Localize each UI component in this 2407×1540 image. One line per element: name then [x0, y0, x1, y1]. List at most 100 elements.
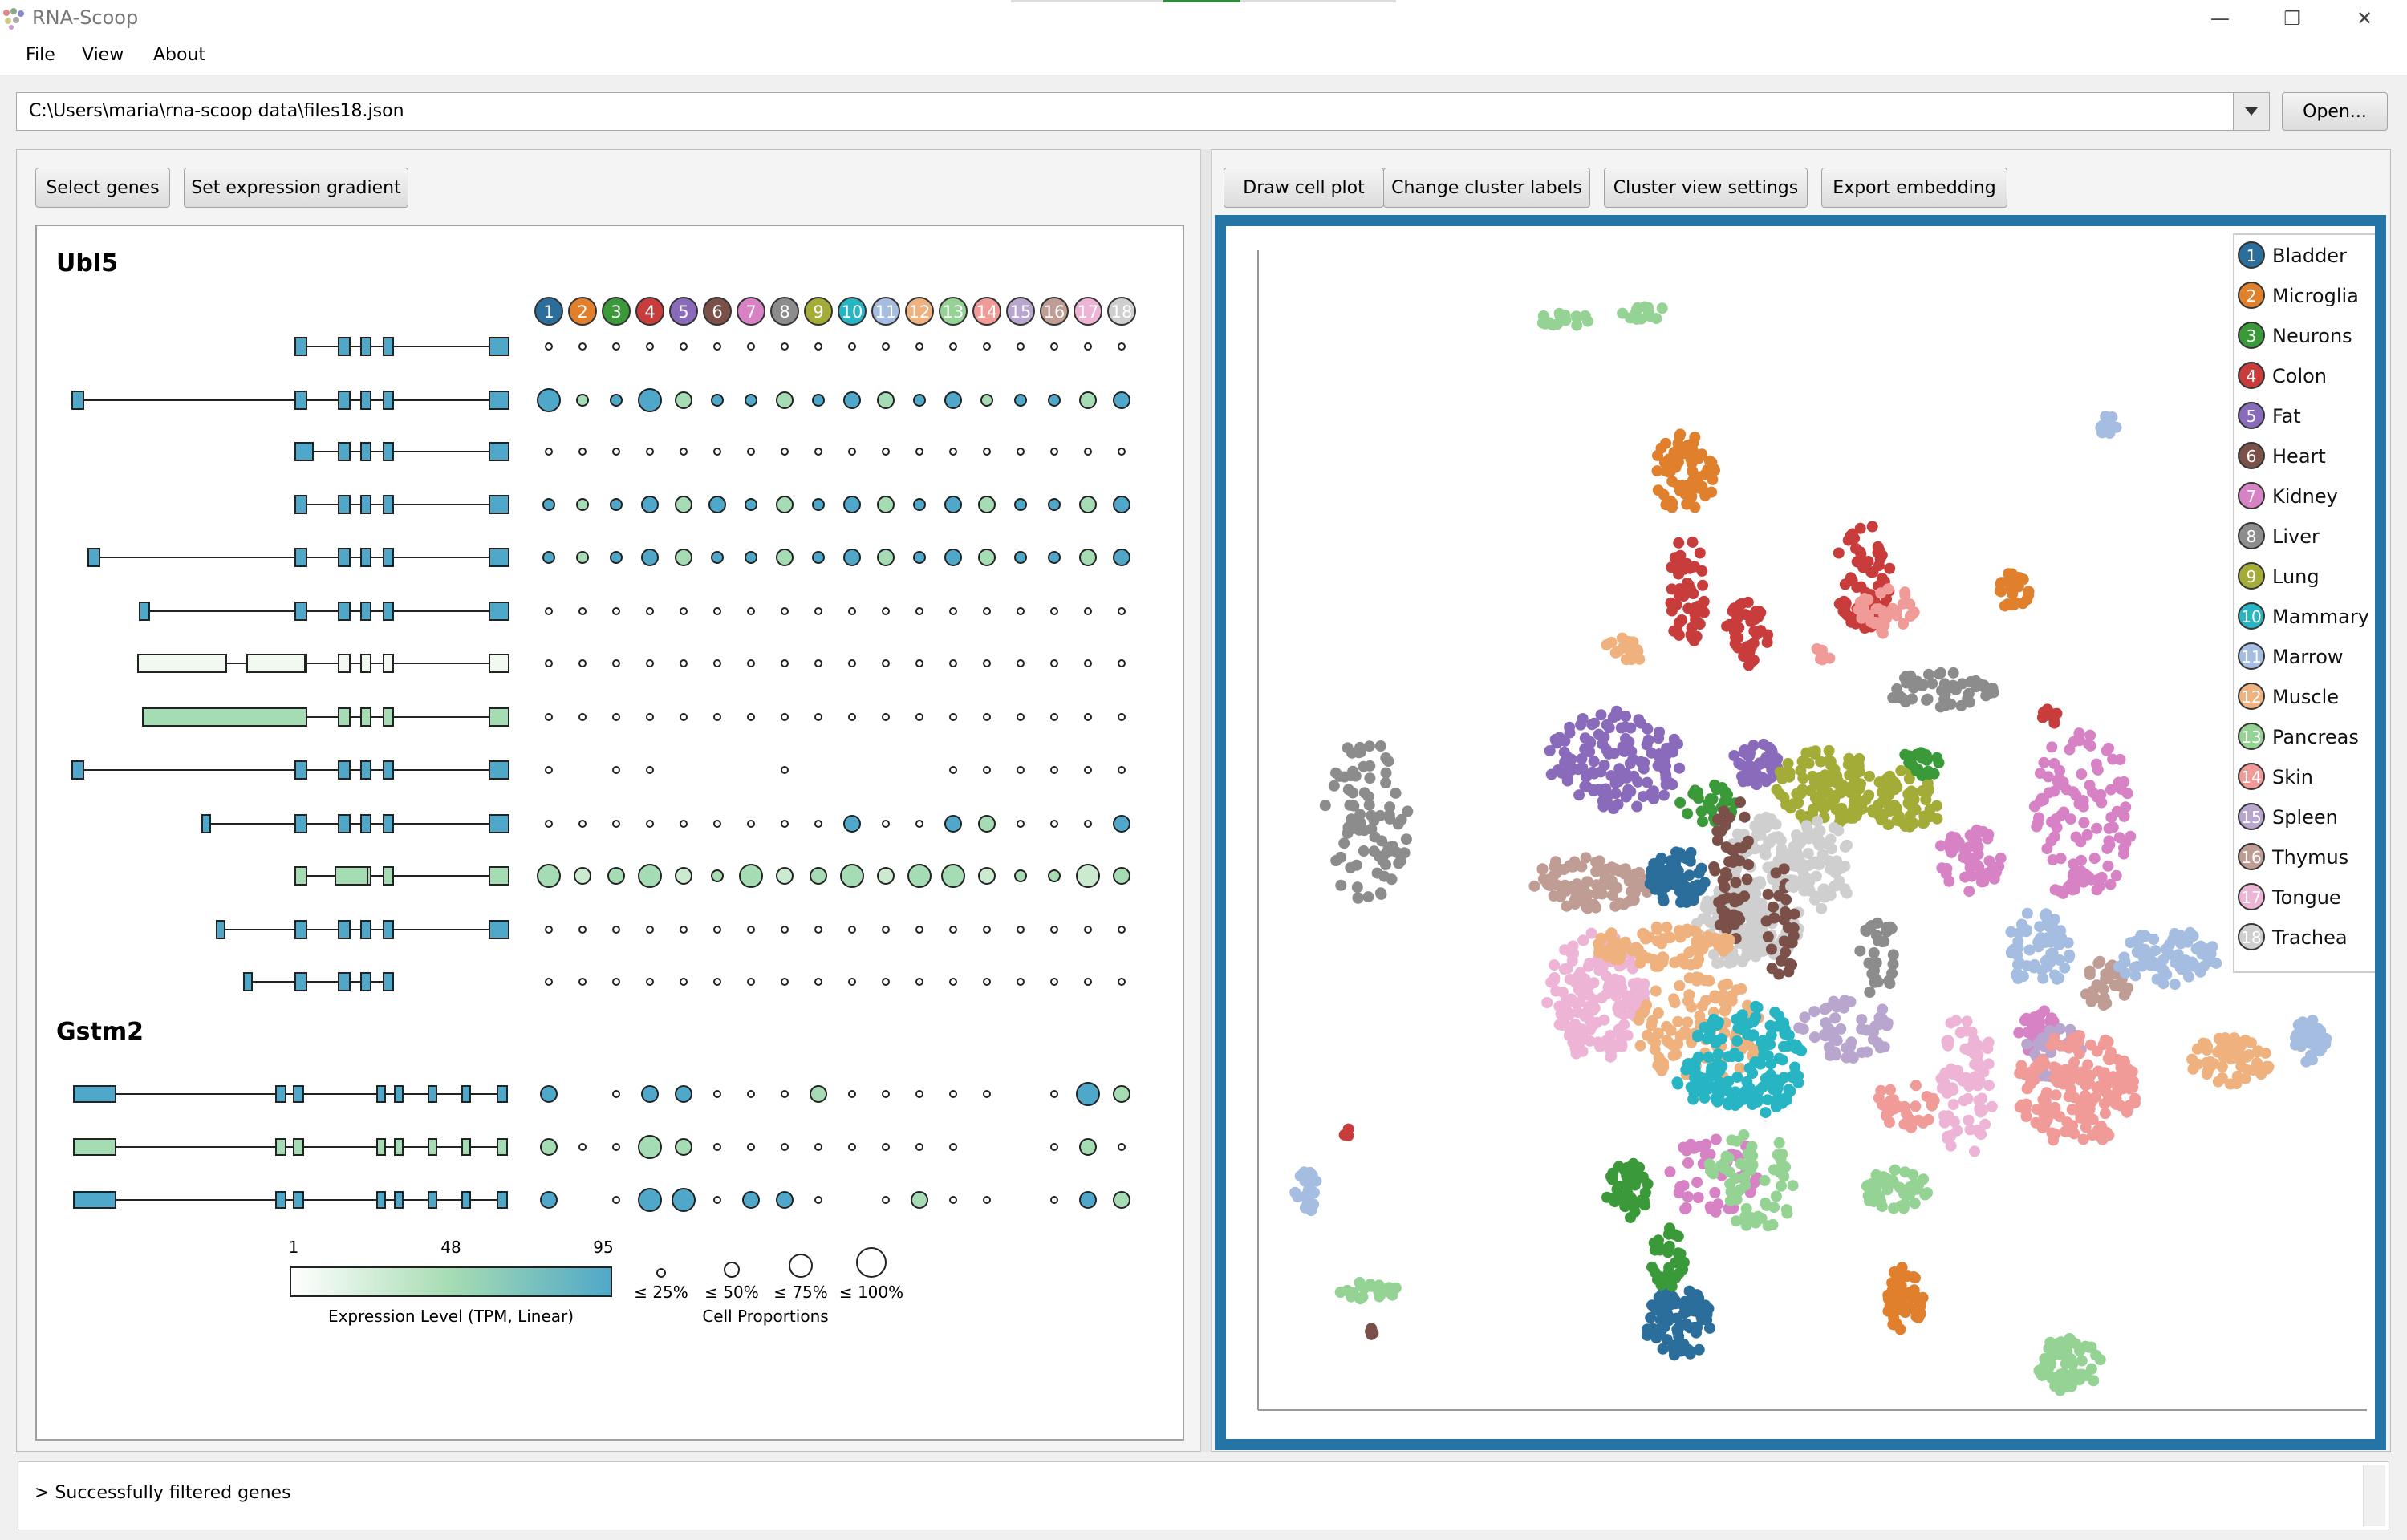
- cell-point: [1749, 1045, 1760, 1057]
- cell-point: [1756, 757, 1768, 769]
- set-expression-gradient-button[interactable]: Set expression gradient: [184, 168, 408, 208]
- expression-dot: [915, 1143, 923, 1151]
- menu-about[interactable]: About: [153, 45, 206, 65]
- cell-point: [1904, 810, 1916, 822]
- cell-point: [1666, 496, 1678, 509]
- cell-point: [1705, 1081, 1717, 1093]
- cell-point: [2105, 784, 2117, 796]
- cell-point: [1671, 625, 1683, 637]
- expression-dot: [913, 498, 926, 511]
- cell-point: [1357, 1291, 1369, 1303]
- cell-point: [1612, 646, 1624, 658]
- isoform-exon: [338, 391, 351, 410]
- cell-point: [1819, 891, 1831, 903]
- cell-point: [2118, 1056, 2130, 1068]
- cell-point: [1581, 902, 1593, 914]
- cell-point: [1751, 923, 1762, 935]
- cell-point: [1877, 1003, 1889, 1015]
- path-dropdown-button[interactable]: [2233, 92, 2270, 131]
- cell-point: [1712, 1198, 1724, 1210]
- cell-point: [1825, 760, 1837, 772]
- cell-point: [1942, 1035, 1954, 1047]
- expression-dot: [672, 1188, 696, 1212]
- isoform-exon: [293, 1191, 304, 1209]
- cell-point: [1837, 606, 1849, 618]
- draw-cell-plot-button[interactable]: Draw cell plot: [1224, 168, 1384, 208]
- cell-point: [2032, 817, 2044, 829]
- select-genes-button[interactable]: Select genes: [35, 168, 170, 208]
- cell-point: [2080, 1080, 2092, 1092]
- cell-point: [1681, 896, 1692, 908]
- expression-dot: [978, 867, 996, 885]
- cell-point: [2169, 979, 2181, 991]
- cell-point: [1645, 1311, 1657, 1323]
- expression-dot: [713, 713, 721, 721]
- cell-point: [2115, 1068, 2127, 1080]
- split-divider[interactable]: [1200, 149, 1212, 1452]
- cell-point: [1743, 859, 1755, 870]
- cell-point: [1784, 937, 1796, 949]
- cluster-view-settings-button[interactable]: Cluster view settings: [1604, 168, 1808, 208]
- cell-point: [2114, 980, 2126, 992]
- legend-swatch: [2238, 322, 2265, 349]
- expression-dot: [646, 766, 654, 774]
- cell-point: [1660, 881, 1672, 893]
- cell-point: [1642, 952, 1654, 964]
- cell-point: [1601, 719, 1613, 731]
- legend-swatch: [2238, 723, 2265, 750]
- cell-point: [1926, 1096, 1938, 1108]
- cell-point: [1390, 787, 1402, 799]
- expression-dot: [1118, 713, 1126, 721]
- cell-point: [1776, 1054, 1788, 1066]
- cell-point: [1902, 797, 1914, 809]
- menu-bar: File View About: [0, 37, 2407, 75]
- cell-plot-frame[interactable]: 1 Bladder 2 Microglia 3 Neurons 4 Colon 5 Fat 6 Hea…: [1215, 215, 2386, 1450]
- menu-view[interactable]: View: [82, 45, 124, 65]
- export-embedding-button[interactable]: Export embedding: [1821, 168, 2007, 208]
- cell-point: [1945, 844, 1957, 856]
- cell-point: [1697, 579, 1709, 591]
- expression-dot: [1084, 659, 1092, 667]
- cell-point: [2077, 1133, 2089, 1145]
- cell-point: [1966, 870, 1978, 882]
- cell-point: [2044, 1356, 2056, 1368]
- cell-point: [2008, 598, 2020, 610]
- cell-point: [1764, 1019, 1776, 1031]
- change-cluster-labels-button[interactable]: Change cluster labels: [1383, 168, 1590, 208]
- cell-point: [1898, 1305, 1910, 1317]
- expression-dot: [915, 978, 923, 986]
- cell-point: [1906, 693, 1918, 705]
- menu-file[interactable]: File: [26, 45, 55, 65]
- file-path-combobox[interactable]: C:\Users\maria\rna-scoop data\files18.js…: [16, 92, 2234, 131]
- cluster-badge-number: 17: [1078, 302, 1099, 322]
- cell-point: [1625, 995, 1637, 1007]
- open-button[interactable]: Open...: [2282, 92, 2388, 131]
- expression-dot: [576, 394, 589, 407]
- expression-dot: [1050, 1143, 1058, 1151]
- cluster-badge: [737, 297, 765, 326]
- cell-point: [1734, 599, 1746, 611]
- isoform-exon: [489, 602, 509, 621]
- cell-point: [1685, 1138, 1697, 1150]
- expression-dot: [578, 342, 587, 351]
- cell-point: [1861, 1046, 1873, 1058]
- cell-point: [1739, 1179, 1751, 1191]
- cell-point: [1635, 1008, 1646, 1020]
- expression-dot: [713, 448, 721, 456]
- minimize-button[interactable]: —: [2210, 7, 2230, 30]
- expression-dot: [747, 342, 755, 351]
- cell-point: [1810, 856, 1822, 868]
- cell-point: [1733, 757, 1745, 769]
- cell-point: [2107, 753, 2119, 765]
- expression-dot: [646, 713, 654, 721]
- restore-button[interactable]: ❐: [2283, 7, 2301, 30]
- expression-dot: [949, 607, 957, 615]
- isoform-exon: [394, 1191, 404, 1209]
- close-button[interactable]: ✕: [2356, 7, 2373, 30]
- cell-point: [1853, 757, 1865, 769]
- expression-dot: [1017, 766, 1025, 774]
- cell-point: [1631, 644, 1643, 655]
- cell-point: [1735, 1157, 1747, 1169]
- expression-dot: [1050, 342, 1058, 351]
- console-scrollbar[interactable]: [2363, 1465, 2385, 1526]
